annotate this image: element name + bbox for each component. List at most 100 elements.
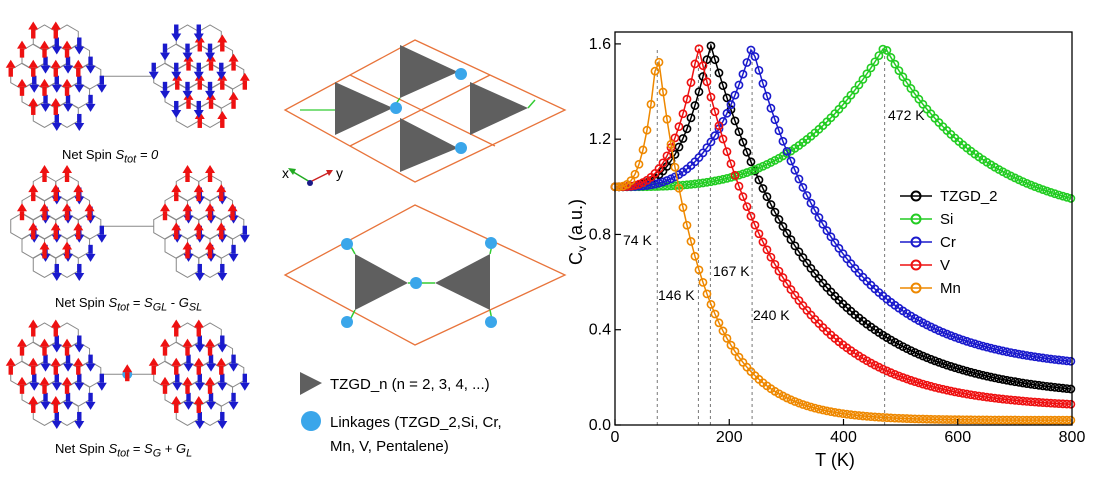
data-point: [654, 57, 664, 67]
data-point: [894, 371, 904, 381]
spin-up-arrow-icon: [62, 203, 73, 221]
data-point: [694, 87, 704, 97]
spin-up-arrow-icon: [50, 184, 61, 202]
data-point: [946, 362, 956, 371]
data-point: [658, 177, 668, 187]
data-point: [1042, 381, 1052, 391]
data-point: [982, 392, 992, 402]
data-point: [730, 170, 740, 180]
data-point: [1026, 180, 1036, 190]
chart-legend: TZGD_2 Si Cr V Mn: [900, 188, 998, 297]
spin-down-arrow-icon: [85, 354, 96, 372]
spin-up-arrow-icon: [171, 395, 182, 413]
data-point: [838, 409, 848, 419]
data-point: [690, 101, 700, 110]
unit-cell-lattice: [283, 204, 567, 346]
spin-up-arrow-icon: [28, 97, 39, 115]
data-point: [914, 378, 924, 388]
data-point: [818, 219, 828, 229]
legend-item-si: Si: [900, 211, 953, 228]
data-point: [970, 339, 980, 349]
data-point: [886, 368, 896, 378]
data-point: [918, 379, 928, 389]
data-point: [678, 134, 688, 143]
data-point: [750, 165, 760, 174]
data-point: [706, 299, 716, 309]
spin-up-arrow-icon: [17, 78, 27, 96]
tzgd-triangle: [470, 82, 528, 135]
data-point: [770, 207, 780, 217]
spin-down-arrow-icon: [63, 56, 74, 74]
data-point: [826, 407, 836, 417]
data-point: [862, 69, 872, 79]
peak-label-tzgd_2: 167 K: [713, 263, 750, 279]
data-point: [1034, 380, 1044, 390]
spin-down-arrow-icon: [29, 373, 40, 391]
data-point: [746, 45, 756, 55]
data-point: [630, 169, 640, 179]
data-point: [786, 285, 796, 294]
spin-up-arrow-icon: [205, 241, 216, 259]
data-point: [1014, 377, 1024, 387]
spin-up-arrow-icon: [216, 184, 227, 202]
spin-down-arrow-icon: [194, 373, 205, 391]
data-point: [694, 44, 704, 54]
data-point: [998, 394, 1008, 404]
spin-down-arrow-icon: [63, 392, 74, 410]
spin-down-arrow-icon: [205, 81, 216, 99]
data-point: [946, 331, 956, 341]
data-point: [958, 335, 968, 345]
data-point: [790, 165, 800, 175]
data-point: [1002, 347, 1012, 357]
supercell-lattice: [283, 39, 567, 183]
data-point: [718, 81, 728, 91]
y-tick-label: 0.0: [589, 417, 611, 434]
x-tick-label: 0: [611, 429, 620, 446]
spin-up-arrow-icon: [50, 59, 61, 77]
data-point: [966, 367, 976, 377]
x-tick-label: 200: [716, 429, 743, 446]
y-tick-label: 1.2: [589, 131, 611, 148]
series-v: [610, 44, 1076, 409]
spin-up-arrow-icon: [205, 203, 216, 221]
spin-up-arrow-icon: [171, 222, 182, 240]
data-point: [662, 176, 672, 185]
data-point: [1022, 351, 1032, 360]
data-point: [1002, 395, 1012, 404]
data-point: [930, 382, 940, 392]
peak-guides: [656, 43, 886, 425]
data-point: [762, 192, 772, 202]
data-point: [718, 134, 728, 144]
data-point: [966, 338, 976, 348]
spin-up-arrow-icon: [182, 376, 193, 394]
spin-down-arrow-icon: [217, 373, 228, 391]
spin-up-arrow-icon: [216, 222, 227, 240]
data-point: [878, 413, 888, 422]
data-point: [790, 241, 800, 251]
data-point: [934, 357, 944, 367]
data-point: [910, 414, 920, 424]
data-point: [742, 147, 752, 157]
spin-up-arrow-icon: [227, 203, 238, 221]
data-point: [714, 68, 724, 78]
data-point: [958, 388, 968, 398]
data-point: [1042, 354, 1052, 363]
data-point: [710, 107, 720, 117]
data-point: [690, 179, 700, 189]
data-point: [914, 414, 924, 424]
data-point: [794, 247, 804, 257]
data-point: [798, 183, 808, 192]
data-point: [874, 51, 884, 60]
spin-down-arrow-icon: [183, 354, 194, 372]
data-point: [646, 99, 656, 109]
series-mn: [610, 57, 1076, 425]
data-point: [1054, 190, 1064, 200]
axis-x-label: x: [282, 165, 289, 181]
data-point: [682, 94, 692, 104]
spin-up-arrow-icon: [73, 357, 84, 375]
data-point: [758, 237, 768, 247]
data-point: [1010, 377, 1020, 387]
data-point: [922, 380, 932, 390]
data-point: [754, 163, 764, 173]
spin-down-arrow-icon: [51, 113, 62, 131]
